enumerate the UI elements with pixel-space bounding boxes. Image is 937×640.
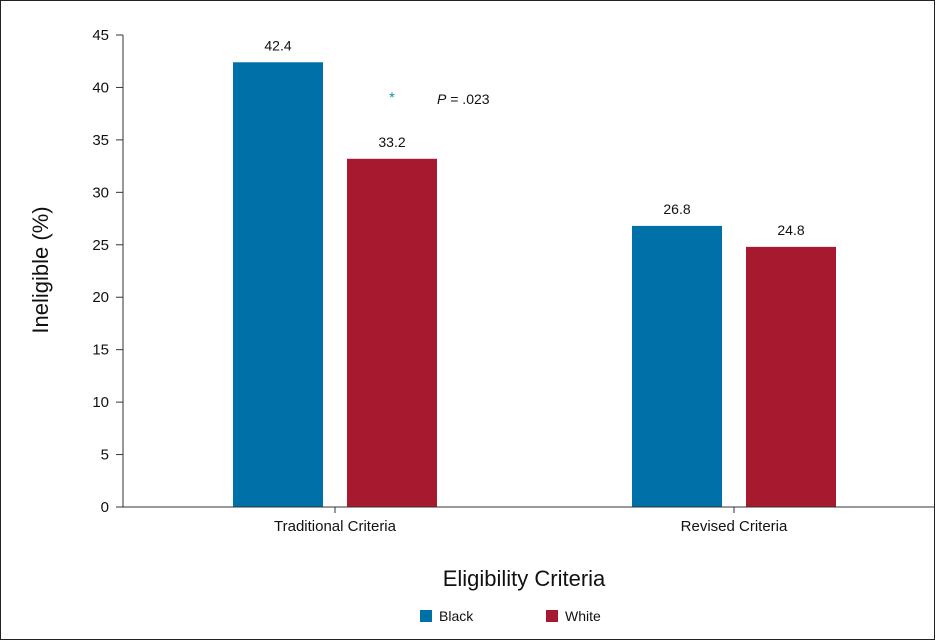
y-tick-label: 0 [101,499,109,516]
y-axis: 0 5 10 15 20 25 30 35 40 45 [92,27,124,516]
p-value-label: P = .023 [437,91,490,107]
x-axis-title: Eligibility Criteria [443,566,606,591]
x-category-label: Traditional Criteria [274,518,397,535]
bars: 42.4 33.2 26.8 24.8 [233,37,836,508]
y-tick-label: 30 [92,184,109,201]
y-tick-label: 5 [101,447,109,464]
y-tick-label: 35 [92,132,109,149]
bar-white-revised [746,246,836,507]
data-label: 33.2 [378,134,405,150]
y-tick-label: 10 [92,394,109,411]
legend-swatch-black [420,610,432,622]
y-tick-label: 45 [92,27,109,44]
bar-black-revised [632,225,722,508]
y-tick-label: 40 [92,79,109,96]
y-axis-title: Ineligible (%) [28,206,53,333]
data-label: 24.8 [777,222,804,238]
legend-swatch-white [546,610,558,622]
data-label: 26.8 [663,201,690,217]
p-value-symbol: P [437,91,447,107]
p-value-number: = .023 [446,91,489,107]
x-axis: Traditional Criteria Revised Criteria [123,506,935,535]
legend-label-black: Black [439,608,474,624]
significance-annotation: * P = .023 [389,89,489,107]
bar-white-traditional [347,158,437,507]
x-category-label: Revised Criteria [681,518,788,535]
legend-label-white: White [565,608,601,624]
bar-black-traditional [233,62,323,507]
y-tick-label: 25 [92,237,109,254]
data-label: 42.4 [264,37,291,53]
y-tick-label: 20 [92,289,109,306]
y-tick-label: 15 [92,342,109,359]
legend: Black White [420,608,601,624]
significance-star: * [389,89,395,105]
